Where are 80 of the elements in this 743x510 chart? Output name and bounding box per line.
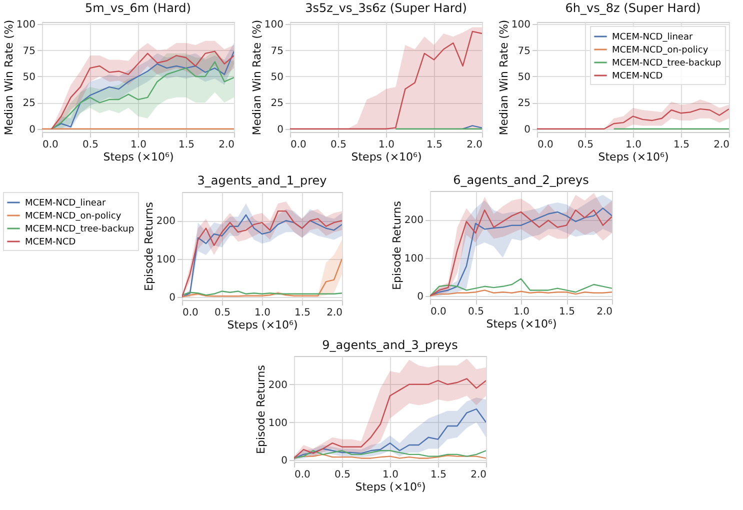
x-tick-label: 1.0 xyxy=(254,308,270,318)
x-tick-label: 0.0 xyxy=(42,140,58,150)
y-tick-label: 75 xyxy=(22,46,36,57)
x-tick-label: 0.5 xyxy=(330,140,346,150)
x-tick-label: 0.0 xyxy=(430,306,446,318)
y-axis-title: Median Win Rate (%) xyxy=(250,20,264,136)
y-tick-label: 75 xyxy=(270,46,284,57)
x-tick-label: 0.5 xyxy=(334,470,350,480)
y-axis-title: Episode Returns xyxy=(142,202,156,291)
x-tick-label: 0.0 xyxy=(182,308,198,318)
y-tick-label: 100 xyxy=(268,418,288,429)
x-axis-title: Steps (×10⁶) xyxy=(227,318,298,332)
x-tick-label: 2.0 xyxy=(714,140,730,150)
x-tick-label: 1.0 xyxy=(626,140,642,150)
chart-title: 9_agents_and_3_preys xyxy=(322,338,458,352)
y-tick-label: 75 xyxy=(518,46,530,57)
x-tick-label: 0.5 xyxy=(82,140,98,150)
x-tick-label: 0.5 xyxy=(214,308,230,318)
y-tick-label: 100 xyxy=(16,20,36,31)
y-axis-title: Median Win Rate (%) xyxy=(2,20,16,136)
y-axis-title: Episode Returns xyxy=(254,364,268,454)
y-tick-label: 50 xyxy=(22,72,36,83)
x-tick-label: 1.5 xyxy=(674,140,690,150)
legend-label: MCEM-NCD_tree-backup xyxy=(612,58,722,68)
chart-title: 3s5z_vs_3s6z (Super Hard) xyxy=(305,1,467,16)
legend-label: MCEM-NCD xyxy=(612,72,663,82)
y-tick-label: 100 xyxy=(264,20,284,31)
legend-label: MCEM-NCD_on-policy xyxy=(25,212,122,222)
legend-label: MCEM-NCD_linear xyxy=(612,32,693,42)
chart-title: 3_agents_and_1_prey xyxy=(197,174,327,188)
x-tick-label: 1.5 xyxy=(426,140,442,150)
x-tick-label: 0.0 xyxy=(538,140,554,150)
y-tick-label: 25 xyxy=(270,98,284,110)
y-tick-label: 25 xyxy=(22,98,36,110)
y-tick-label: 25 xyxy=(518,98,530,110)
chart-title: 6_agents_and_2_preys xyxy=(453,173,589,187)
x-axis-title: Steps (×10⁶) xyxy=(355,480,426,494)
x-axis-title: Steps (×10⁶) xyxy=(103,150,174,164)
y-tick-label: 50 xyxy=(270,72,284,83)
y-tick-label: 100 xyxy=(156,254,176,266)
y-tick-label: 0 xyxy=(281,456,288,467)
x-tick-label: 1.0 xyxy=(514,306,530,318)
x-axis-title: Steps (×10⁶) xyxy=(351,150,422,164)
y-tick-label: 0 xyxy=(29,124,36,136)
y-tick-label: 100 xyxy=(511,20,530,31)
x-tick-label: 0.0 xyxy=(294,470,310,480)
legend-label: MCEM-NCD_on-policy xyxy=(612,46,709,56)
y-tick-label: 0 xyxy=(524,124,530,136)
x-tick-label: 1.5 xyxy=(430,470,446,480)
legend-label: MCEM-NCD_linear xyxy=(25,198,106,208)
y-tick-label: 0 xyxy=(277,124,284,136)
y-tick-label: 0 xyxy=(169,292,176,304)
x-tick-label: 2.0 xyxy=(470,470,486,480)
x-tick-label: 2.0 xyxy=(466,140,482,150)
x-tick-label: 1.0 xyxy=(378,140,394,150)
y-tick-label: 200 xyxy=(268,380,288,391)
y-tick-label: 50 xyxy=(518,72,530,83)
chart-title: 5m_vs_6m (Hard) xyxy=(85,1,191,16)
x-axis-title: Steps (×10⁶) xyxy=(486,318,557,330)
x-tick-label: 1.0 xyxy=(130,140,146,150)
x-tick-label: 0.5 xyxy=(578,140,594,150)
x-tick-label: 0.0 xyxy=(290,140,306,150)
y-tick-label: 100 xyxy=(404,253,424,264)
chart-title: 6h_vs_8z (Super Hard) xyxy=(565,1,701,16)
x-axis-title: Steps (×10⁶) xyxy=(598,150,669,164)
y-axis-title: Median Win Rate (%) xyxy=(497,20,510,136)
x-tick-label: 1.5 xyxy=(294,308,310,318)
y-tick-label: 200 xyxy=(156,216,176,228)
x-tick-label: 1.5 xyxy=(178,140,194,150)
x-tick-label: 2.0 xyxy=(596,306,612,318)
x-tick-label: 2.0 xyxy=(326,308,342,318)
y-tick-label: 200 xyxy=(404,215,424,226)
x-tick-label: 2.0 xyxy=(218,140,234,150)
legend-label: MCEM-NCD xyxy=(25,238,76,248)
legend-label: MCEM-NCD_tree-backup xyxy=(25,224,134,234)
y-axis-title: Episode Returns xyxy=(390,200,404,290)
x-tick-label: 1.0 xyxy=(382,470,398,480)
x-tick-label: 0.5 xyxy=(468,306,484,318)
y-tick-label: 0 xyxy=(417,291,424,302)
x-tick-label: 1.5 xyxy=(559,306,575,318)
